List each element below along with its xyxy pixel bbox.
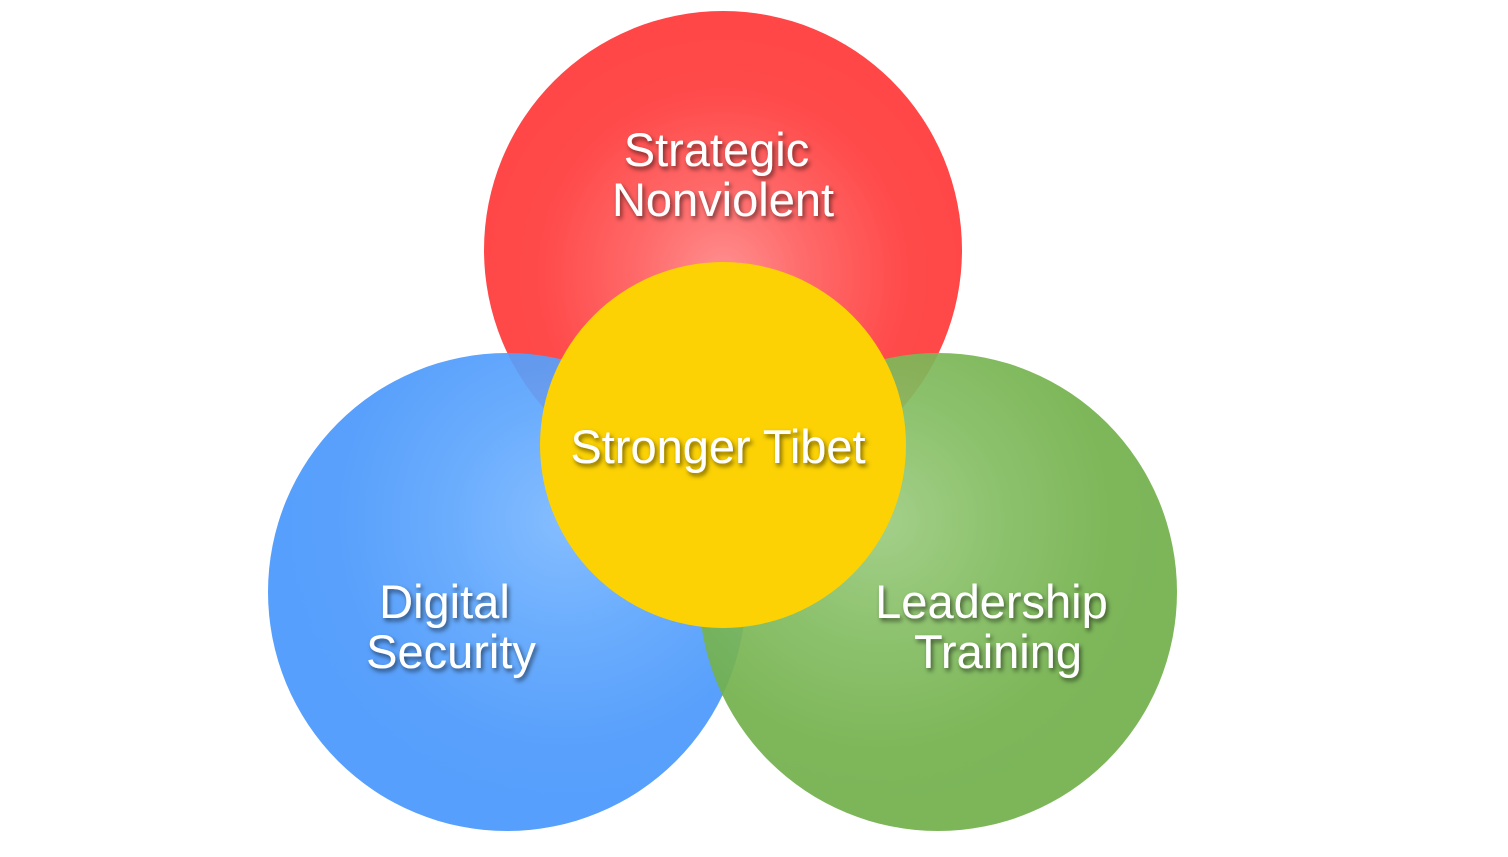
label-top: Strategic Nonviolent	[612, 123, 834, 226]
label-center: Stronger Tibet	[570, 420, 865, 473]
circle-stronger-tibet	[540, 262, 906, 628]
label-left-line-2: Security	[366, 625, 536, 678]
label-center-line-1: Stronger Tibet	[570, 420, 865, 473]
label-top-line-2: Nonviolent	[612, 173, 834, 226]
label-right-line-1: Leadership	[875, 575, 1108, 628]
label-right: Leadership Training	[875, 575, 1121, 678]
label-left: Digital Security	[366, 575, 536, 678]
label-right-line-2: Training	[914, 625, 1082, 678]
label-top-line-1: Strategic	[624, 123, 809, 176]
label-left-line-1: Digital	[379, 575, 510, 628]
